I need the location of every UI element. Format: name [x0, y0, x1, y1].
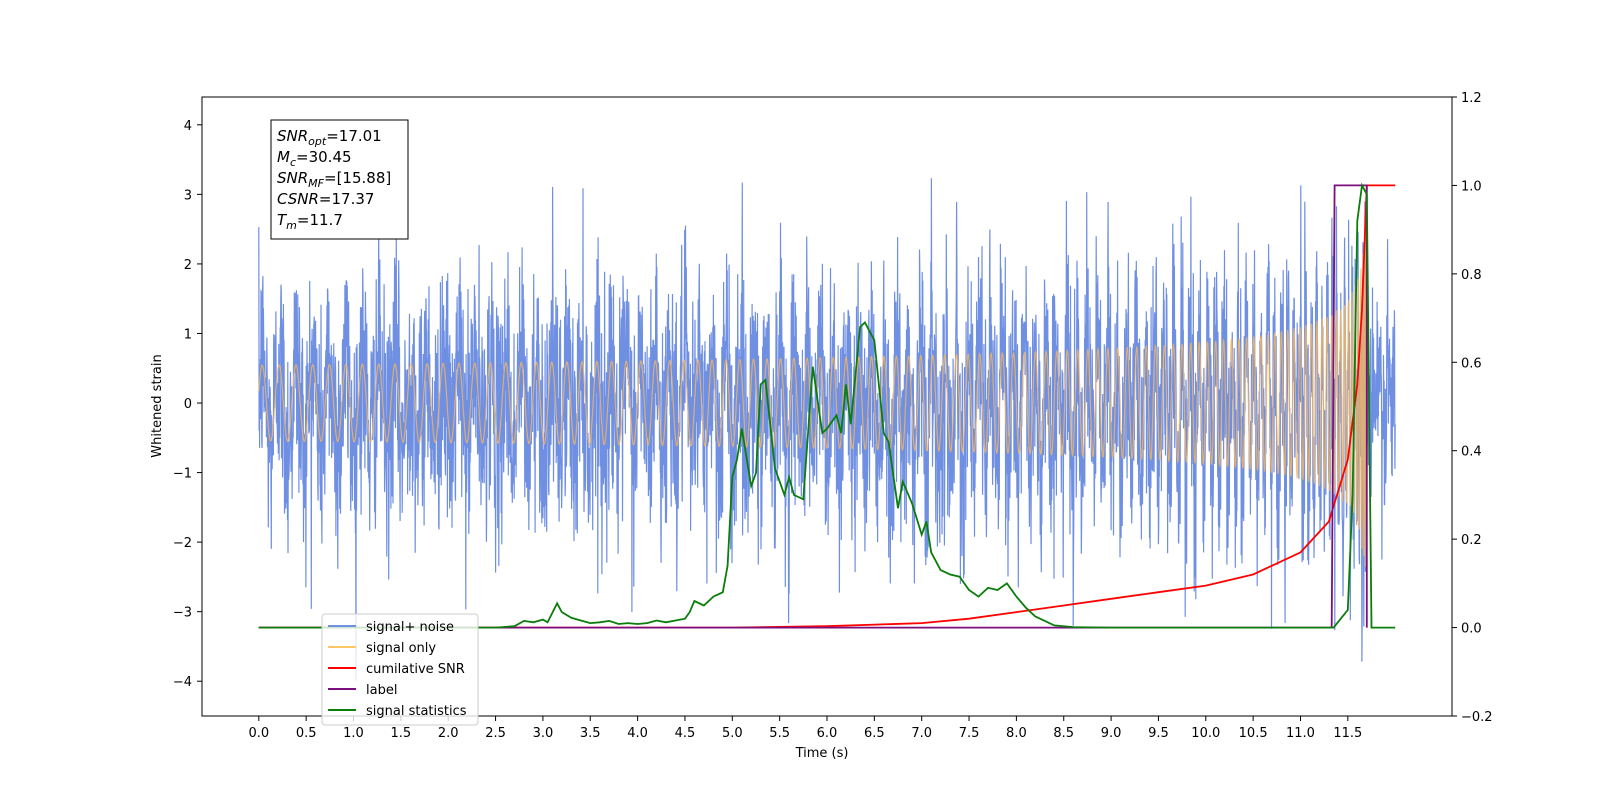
legend: signal+ noise signal only cumilative SNR la… — [321, 613, 479, 726]
x-tick-label: 8.5 — [1053, 726, 1074, 741]
y-right-tick-label: 1.0 — [1461, 179, 1482, 194]
legend-item-label: signal statistics — [366, 704, 467, 719]
x-tick-label: 9.5 — [1148, 726, 1169, 741]
x-tick-label: 0.5 — [296, 726, 317, 741]
x-tick-label: 5.5 — [769, 726, 790, 741]
series-line-signal-statistics — [258, 182, 1396, 629]
x-tick-label: 1.5 — [391, 726, 412, 741]
y-right-tick-label: 0.4 — [1461, 445, 1482, 460]
x-tick-label: 4.5 — [675, 726, 696, 741]
annotation-line: Tm=11.7 — [277, 211, 343, 232]
x-tick-label: 6.0 — [817, 726, 838, 741]
x-tick-label: 4.0 — [627, 726, 648, 741]
legend-item-label: cumilative SNR — [366, 662, 465, 677]
x-tick-label: 3.0 — [533, 726, 554, 741]
y-right-tick-label: 0.2 — [1461, 533, 1482, 548]
x-tick-label: 10.0 — [1191, 726, 1220, 741]
y-axis-left: 4 3 2 1 0 −1 −2 −3 −4 — [173, 119, 202, 690]
y-right-tick-label: 0.8 — [1461, 268, 1482, 283]
annotation-line: SNRopt=17.01 — [277, 127, 382, 148]
x-axis: 0.0 0.5 1.0 1.5 2.0 2.5 3.0 3.5 4.0 4.5 5.0 5.5 6.0 6… — [248, 716, 1362, 741]
annotation-line: Mc=30.45 — [277, 148, 352, 169]
x-tick-label: 2.0 — [438, 726, 459, 741]
y-tick-label: 0 — [184, 397, 192, 412]
info-annotation-box: SNRopt=17.01Mc=30.45SNRMF=[15.88]CSNR=17… — [270, 119, 409, 240]
x-tick-label: 7.5 — [959, 726, 980, 741]
x-tick-label: 3.5 — [580, 726, 601, 741]
y-tick-label: −1 — [173, 467, 192, 482]
x-axis-label: Time (s) — [795, 746, 849, 761]
y-axis-right: 1.2 1.0 0.8 0.6 0.4 0.2 0.0 −0.2 — [1452, 91, 1493, 725]
legend-item-label: signal+ noise — [366, 620, 454, 635]
series-line-label — [258, 184, 1368, 629]
y-tick-label: 1 — [184, 327, 192, 342]
legend-item-label: label — [366, 683, 397, 698]
y-right-tick-label: 0.0 — [1461, 622, 1482, 637]
x-tick-label: 6.5 — [864, 726, 885, 741]
legend-frame — [321, 613, 479, 726]
x-tick-label: 11.5 — [1333, 726, 1362, 741]
x-tick-label: 0.0 — [248, 726, 269, 741]
y-tick-label: −4 — [173, 675, 192, 690]
series-line-cumilative-snr — [258, 184, 1396, 629]
annotation-frame — [270, 119, 409, 240]
y-tick-label: −3 — [173, 606, 192, 621]
y-tick-label: −2 — [173, 536, 192, 551]
x-tick-label: 1.0 — [343, 726, 364, 741]
x-tick-label: 5.0 — [722, 726, 743, 741]
y-right-tick-label: −0.2 — [1461, 710, 1493, 725]
annotation-line: CSNR=17.37 — [277, 190, 374, 208]
annotation-line: SNRMF=[15.88] — [277, 169, 391, 190]
y-axis-label: Whitened strain — [150, 354, 165, 457]
x-tick-label: 11.0 — [1286, 726, 1315, 741]
y-tick-label: 3 — [184, 188, 192, 203]
series-layer — [258, 178, 1396, 682]
x-tick-label: 8.0 — [1006, 726, 1027, 741]
y-tick-label: 4 — [184, 119, 192, 134]
y-right-tick-label: 0.6 — [1461, 356, 1482, 371]
x-tick-label: 9.0 — [1101, 726, 1122, 741]
y-tick-label: 2 — [184, 258, 192, 273]
legend-item-label: signal only — [366, 641, 436, 656]
series-line-signal-only — [258, 195, 1367, 567]
x-tick-label: 2.5 — [485, 726, 506, 741]
y-right-tick-label: 1.2 — [1461, 91, 1482, 106]
x-tick-label: 10.5 — [1239, 726, 1268, 741]
x-tick-label: 7.0 — [911, 726, 932, 741]
